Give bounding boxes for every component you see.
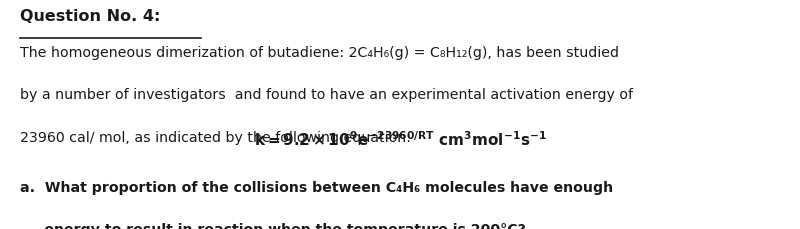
Text: Question No. 4:: Question No. 4: <box>20 9 160 24</box>
Text: by a number of investigators  and found to have an experimental activation energ: by a number of investigators and found t… <box>20 88 633 102</box>
Text: The homogeneous dimerization of butadiene: 2C₄H₆(g) = C₈H₁₂(g), has been studied: The homogeneous dimerization of butadien… <box>20 46 619 60</box>
Text: $\mathbf{k = 9.2 \times 10^9 e^{-23960/RT}\ cm^3 mol^{-1} s^{-1}}$: $\mathbf{k = 9.2 \times 10^9 e^{-23960/R… <box>254 131 546 149</box>
Text: a.  What proportion of the collisions between C₄H₆ molecules have enough: a. What proportion of the collisions bet… <box>20 181 613 195</box>
Text: energy to result in reaction when the temperature is 200°C?: energy to result in reaction when the te… <box>20 223 526 229</box>
Text: 23960 cal/ mol, as indicated by the following equation:: 23960 cal/ mol, as indicated by the foll… <box>20 131 411 144</box>
